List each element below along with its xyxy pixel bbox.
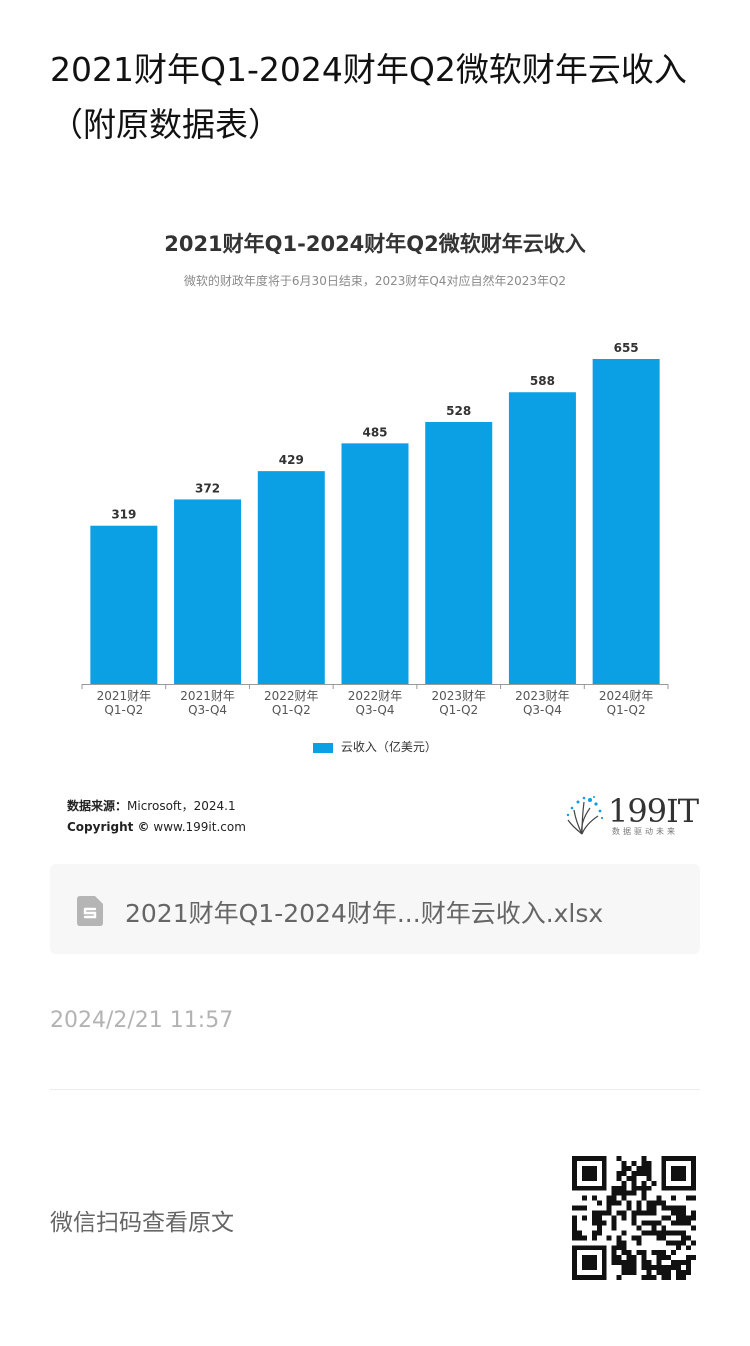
- divider: [50, 1089, 700, 1090]
- x-tick-label: Q1-Q2: [272, 703, 311, 717]
- bar: [174, 499, 242, 684]
- x-tick-label: 2021财年: [180, 689, 235, 703]
- dandelion-logo-icon: [566, 796, 604, 835]
- bar-value-label: 485: [362, 425, 387, 439]
- x-tick-label: 2022财年: [348, 689, 403, 703]
- bar-value-label: 528: [446, 404, 471, 418]
- brand-tagline: 数据驱动未来: [612, 827, 678, 836]
- chart-image: 2021财年Q1-2024财年Q2微软财年云收入 微软的财政年度将于6月30日结…: [50, 210, 700, 850]
- bar: [341, 443, 409, 684]
- source-label: 数据来源：: [67, 799, 128, 813]
- x-tick-label: 2023财年: [431, 689, 486, 703]
- data-source: 数据来源：Microsoft，2024.1 Copyright © www.19…: [67, 796, 246, 838]
- qr-caption: 微信扫码查看原文: [50, 1210, 234, 1236]
- copyright-value: www.199it.com: [153, 820, 246, 834]
- x-tick-label: Q3-Q4: [188, 703, 227, 717]
- bar: [508, 392, 576, 684]
- article-title: 2021财年Q1-2024财年Q2微软财年云收入（附原数据表）: [50, 50, 687, 144]
- x-tick-label: Q1-Q2: [439, 703, 478, 717]
- publish-timestamp: 2024/2/21 11:57: [50, 1008, 234, 1033]
- chart-subtitle: 微软的财政年度将于6月30日结束，2023财年Q4对应自然年2023年Q2: [183, 274, 567, 288]
- legend-label: 云收入（亿美元）: [340, 740, 437, 754]
- copyright-label: Copyright ©: [67, 820, 150, 834]
- x-tick-label: 2022财年: [264, 689, 319, 703]
- bar-chart: 3192021财年Q1-Q23722021财年Q3-Q44292022财年Q1-…: [81, 341, 669, 717]
- bar: [425, 422, 493, 684]
- x-tick-label: 2024财年: [599, 689, 654, 703]
- chart-title: 2021财年Q1-2024财年Q2微软财年云收入: [164, 232, 586, 256]
- x-tick-label: Q3-Q4: [523, 703, 562, 717]
- bar: [257, 471, 325, 684]
- spreadsheet-file-icon: [77, 896, 103, 926]
- attachment-file-name[interactable]: 2021财年Q1-2024财年...财年云收入.xlsx: [125, 899, 604, 928]
- x-tick-label: Q1-Q2: [607, 703, 646, 717]
- bar-value-label: 429: [279, 453, 304, 467]
- brand-name: 199IT: [608, 792, 699, 830]
- x-tick-label: Q1-Q2: [104, 703, 143, 717]
- brand-logo: 199IT 数据驱动未来: [560, 792, 700, 838]
- source-value: Microsoft，2024.1: [127, 799, 236, 813]
- qr-code-icon[interactable]: [572, 1156, 696, 1280]
- bar-value-label: 588: [530, 374, 555, 388]
- bar: [90, 525, 158, 684]
- bar: [592, 359, 660, 684]
- chart-legend: 云收入（亿美元）: [50, 738, 700, 755]
- bar-value-label: 372: [195, 481, 220, 495]
- legend-swatch: [313, 742, 334, 753]
- bar-value-label: 655: [614, 341, 639, 355]
- bar-value-label: 319: [111, 508, 136, 522]
- x-tick-label: 2021财年: [97, 689, 152, 703]
- x-tick-label: 2023财年: [515, 689, 570, 703]
- x-tick-label: Q3-Q4: [356, 703, 395, 717]
- attachment-card[interactable]: 2021财年Q1-2024财年...财年云收入.xlsx: [50, 864, 700, 954]
